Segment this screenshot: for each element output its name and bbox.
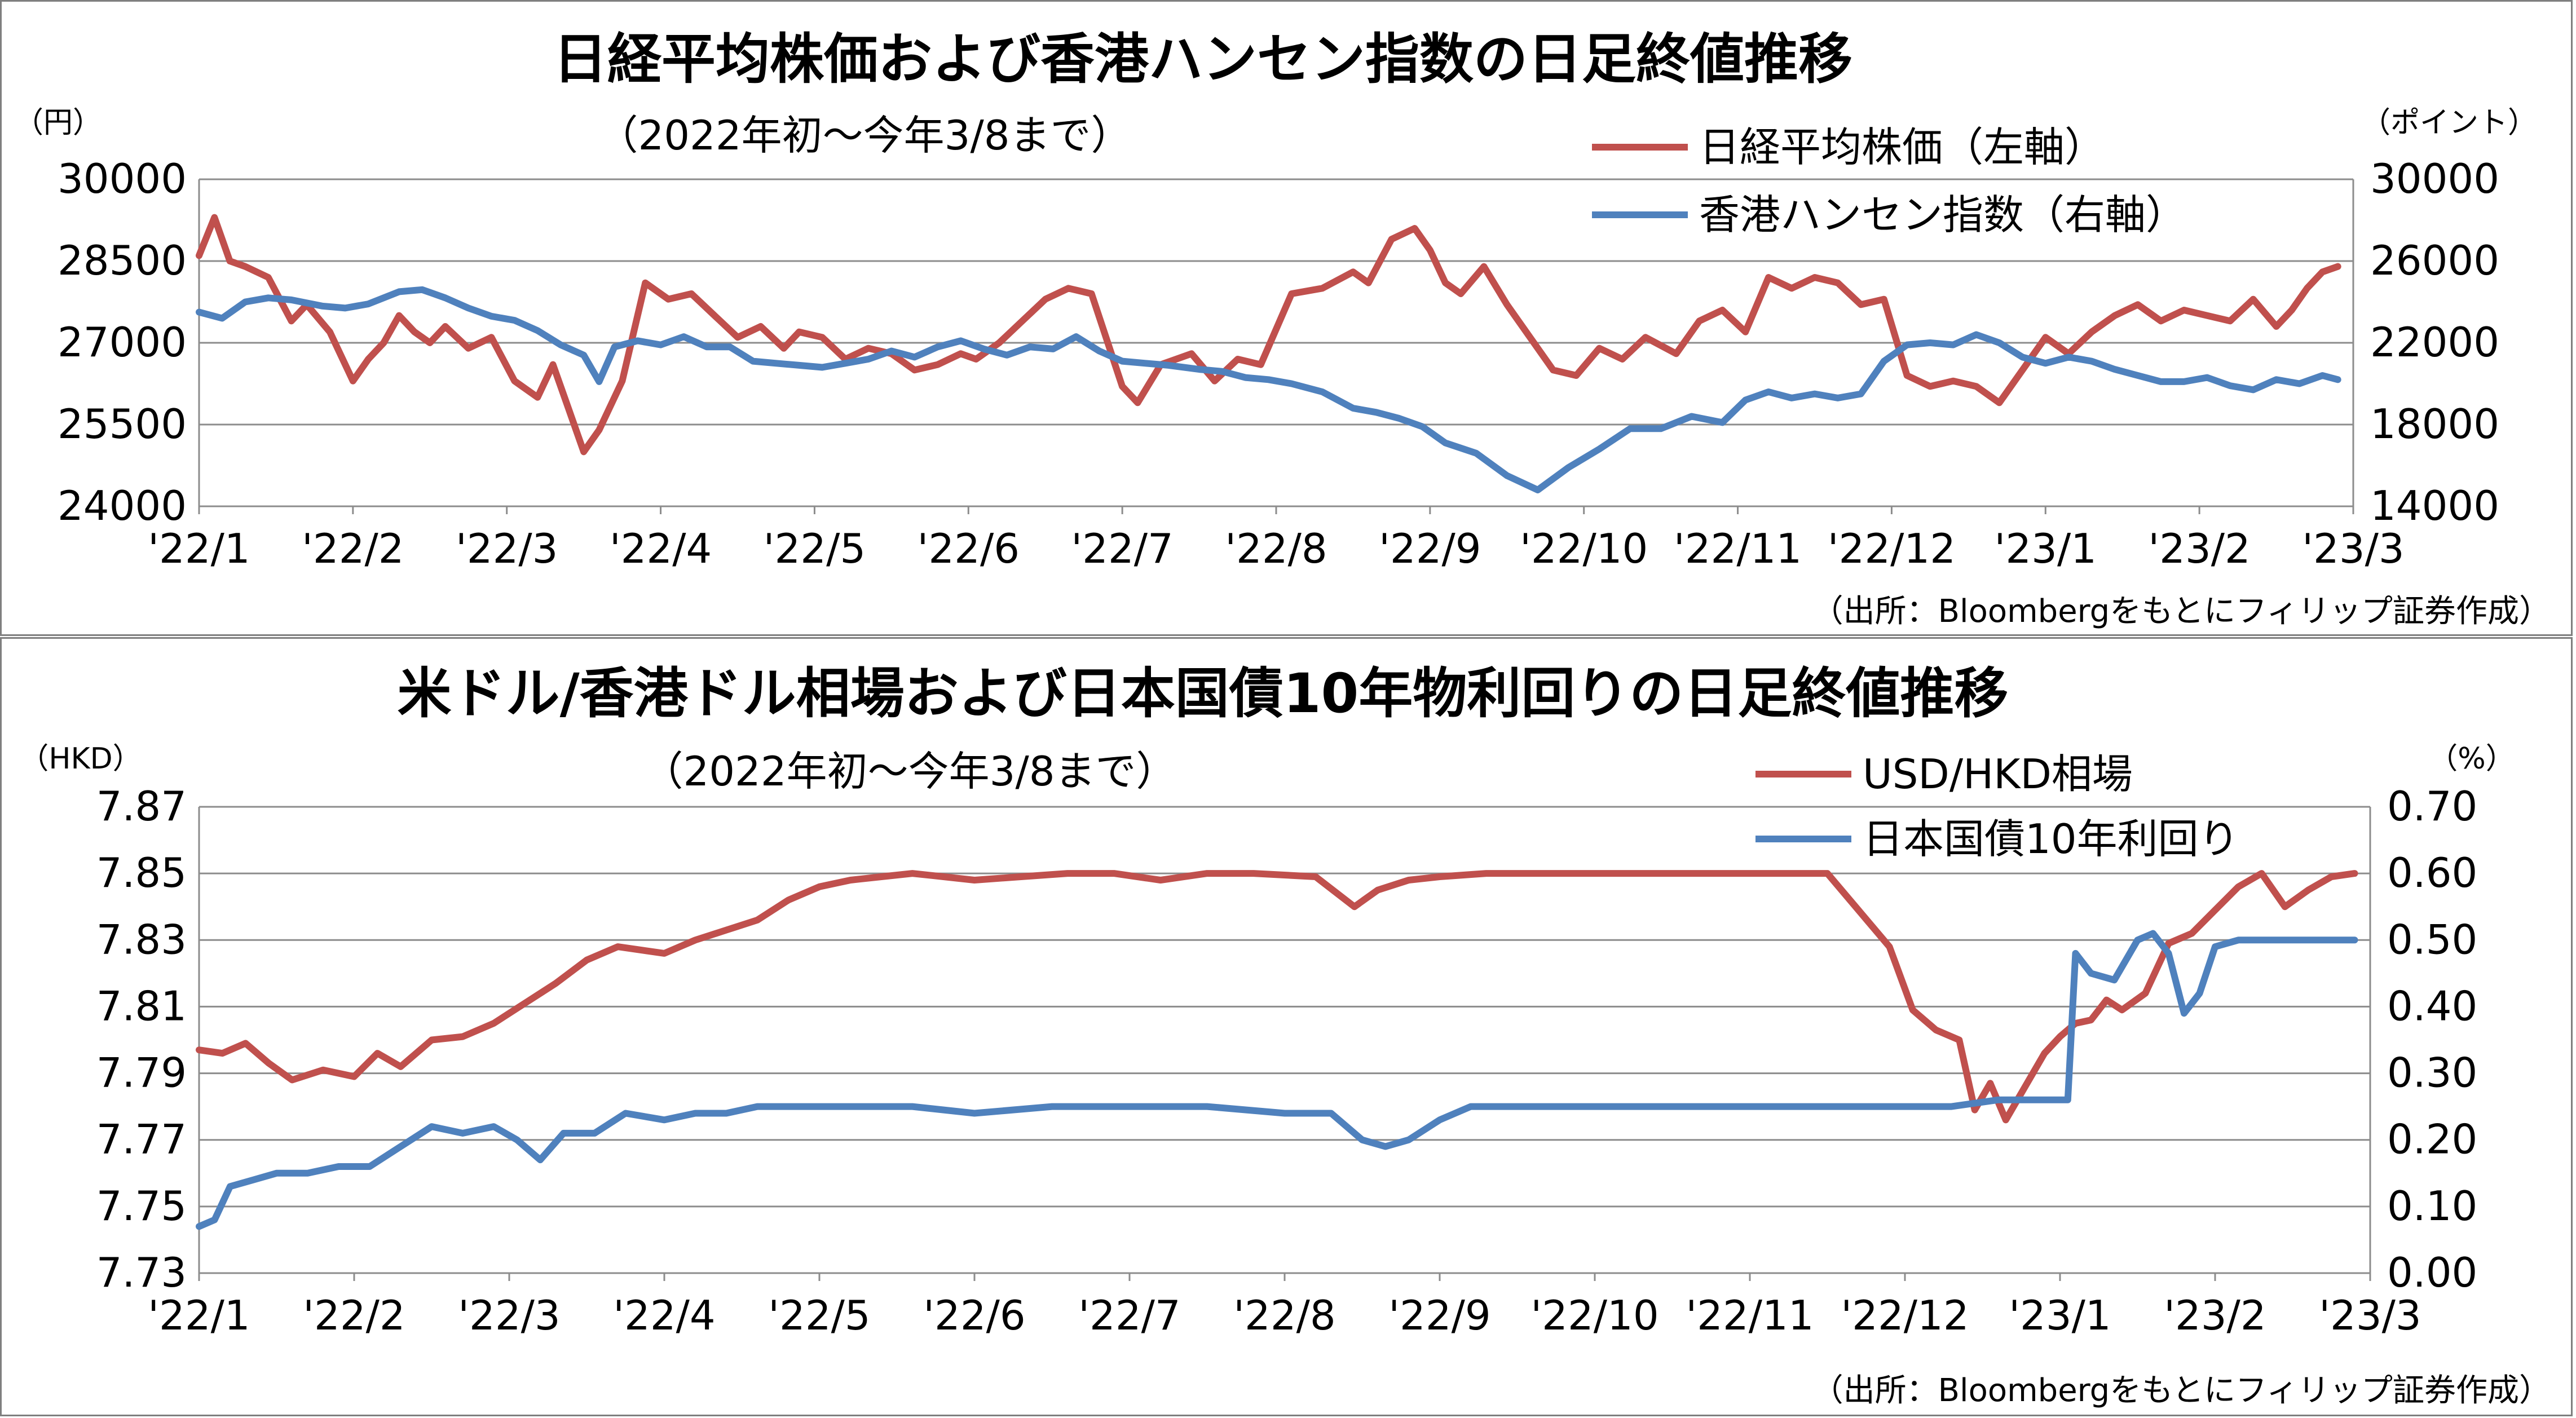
left-y-tick-label: 24000 xyxy=(58,482,187,529)
left-y-tick-label: 7.85 xyxy=(96,849,187,896)
right-axis-unit: （ポイント） xyxy=(2361,106,2537,140)
x-tick-label: '22/10 xyxy=(1530,1292,1658,1339)
series-layer xyxy=(196,214,2341,493)
legend-label-jgb: 日本国債10年利回り xyxy=(1863,815,2239,863)
right-y-tick-label: 0.60 xyxy=(2387,849,2477,896)
left-y-tick-label: 7.79 xyxy=(96,1049,187,1097)
x-tick-label: '22/1 xyxy=(148,525,250,572)
right-y-tick-label: 0.70 xyxy=(2387,783,2477,830)
x-tick-label: '23/2 xyxy=(2148,525,2250,572)
x-tick-label: '22/11 xyxy=(1674,525,1802,572)
right-y-tick-label: 0.30 xyxy=(2387,1049,2477,1097)
legend: USD/HKD相場 日本国債10年利回り xyxy=(1755,750,2239,863)
x-tick-label: '22/6 xyxy=(918,525,1020,572)
left-y-tick-label: 7.81 xyxy=(96,982,187,1030)
left-y-tick-label: 7.83 xyxy=(96,916,187,963)
series-line-1 xyxy=(196,930,2358,1230)
left-y-tick-label: 7.73 xyxy=(96,1249,187,1296)
chart-canvas-top: 日経平均株価および香港ハンセン指数の日足終値推移 （2022年初～今年3/8まで… xyxy=(14,28,2551,630)
right-axis-unit: （%） xyxy=(2428,742,2515,776)
right-y-tick-label: 18000 xyxy=(2370,400,2499,448)
x-tick-label: '22/7 xyxy=(1071,525,1173,572)
x-tick-label: '22/4 xyxy=(613,1292,715,1339)
x-tick-label: '22/8 xyxy=(1233,1292,1335,1339)
x-tick-label: '22/10 xyxy=(1520,525,1648,572)
right-y-tick-label: 0.10 xyxy=(2387,1182,2477,1230)
x-tick-label: '22/4 xyxy=(610,525,712,572)
right-y-tick-label: 14000 xyxy=(2370,482,2499,529)
left-axis-unit: （HKD） xyxy=(19,742,142,776)
x-tick-label: '22/5 xyxy=(768,1292,870,1339)
x-tick-label: '22/11 xyxy=(1686,1292,1814,1339)
right-y-tick-label: 26000 xyxy=(2370,237,2499,284)
legend-label-usdhkd: USD/HKD相場 xyxy=(1863,750,2133,798)
source-note: （出所：Bloombergをもとにフィリップ証券作成） xyxy=(1812,593,2551,630)
right-y-tick-label: 0.50 xyxy=(2387,916,2477,963)
left-y-tick-label: 7.77 xyxy=(96,1116,187,1163)
chart-subtitle: （2022年初～今年3/8まで） xyxy=(642,748,1176,795)
legend-label-hangseng: 香港ハンセン指数（右軸） xyxy=(1699,191,2186,238)
left-y-tick-label: 27000 xyxy=(58,319,187,366)
chart-title: 日経平均株価および香港ハンセン指数の日足終値推移 xyxy=(553,28,1852,91)
left-y-tick-label: 7.87 xyxy=(96,783,187,830)
chart-panel-usdhkd-jgb: 米ドル/香港ドル相場および日本国債10年物利回りの日足終値推移 （2022年初～… xyxy=(0,637,2573,1416)
legend-label-nikkei: 日経平均株価（左軸） xyxy=(1699,123,2105,171)
x-tick-label: '23/1 xyxy=(1995,525,2097,572)
right-y-tick-label: 0.40 xyxy=(2387,982,2477,1030)
source-note: （出所：Bloombergをもとにフィリップ証券作成） xyxy=(1812,1372,2551,1409)
x-tick-label: '22/2 xyxy=(303,1292,405,1339)
x-tick-label: '22/12 xyxy=(1828,525,1956,572)
chart-title: 米ドル/香港ドル相場および日本国債10年物利回りの日足終値推移 xyxy=(398,662,2009,725)
x-tick-label: '22/3 xyxy=(456,525,558,572)
left-y-tick-label: 30000 xyxy=(58,155,187,202)
left-y-tick-label: 25500 xyxy=(58,400,187,448)
right-y-tick-label: 22000 xyxy=(2370,319,2499,366)
x-tick-label: '22/1 xyxy=(148,1292,250,1339)
x-tick-label: '22/8 xyxy=(1225,525,1327,572)
right-y-tick-label: 0.00 xyxy=(2387,1249,2477,1296)
gridlines xyxy=(198,806,2371,1281)
x-tick-label: '22/5 xyxy=(764,525,866,572)
x-tick-label: '22/3 xyxy=(458,1292,560,1339)
left-y-tick-label: 7.75 xyxy=(96,1182,187,1230)
series-layer xyxy=(196,870,2358,1230)
chart-subtitle: （2022年初～今年3/8まで） xyxy=(597,112,1131,159)
right-y-tick-label: 0.20 xyxy=(2387,1116,2477,1163)
x-tick-label: '22/2 xyxy=(302,525,404,572)
x-tick-label: '23/1 xyxy=(2009,1292,2111,1339)
left-y-tick-label: 28500 xyxy=(58,237,187,284)
x-tick-label: '22/6 xyxy=(923,1292,1025,1339)
x-tick-label: '22/12 xyxy=(1841,1292,1969,1339)
axis-ticks: 30000 30000 28500 26000 27000 22000 25500 18000… xyxy=(58,155,2499,572)
axis-ticks: 7.87 0.70 7.85 0.60 7.83 0.50 7.81 0.40 7.79 0.30… xyxy=(96,783,2478,1339)
x-tick-label: '23/3 xyxy=(2302,525,2404,572)
x-tick-label: '22/7 xyxy=(1078,1292,1180,1339)
series-line-1 xyxy=(196,286,2341,493)
series-line-0 xyxy=(196,214,2341,456)
x-tick-label: '23/2 xyxy=(2164,1292,2266,1339)
legend: 日経平均株価（左軸） 香港ハンセン指数（右軸） xyxy=(1592,123,2186,238)
left-axis-unit: （円） xyxy=(14,106,102,140)
x-tick-label: '22/9 xyxy=(1379,525,1481,572)
chart-canvas-bottom: 米ドル/香港ドル相場および日本国債10年物利回りの日足終値推移 （2022年初～… xyxy=(19,662,2551,1409)
x-tick-label: '22/9 xyxy=(1388,1292,1490,1339)
series-line-0 xyxy=(196,870,2358,1124)
right-y-tick-label: 30000 xyxy=(2370,155,2499,202)
x-tick-label: '23/3 xyxy=(2319,1292,2421,1339)
chart-panel-nikkei-hangseng: 日経平均株価および香港ハンセン指数の日足終値推移 （2022年初～今年3/8まで… xyxy=(0,0,2573,636)
